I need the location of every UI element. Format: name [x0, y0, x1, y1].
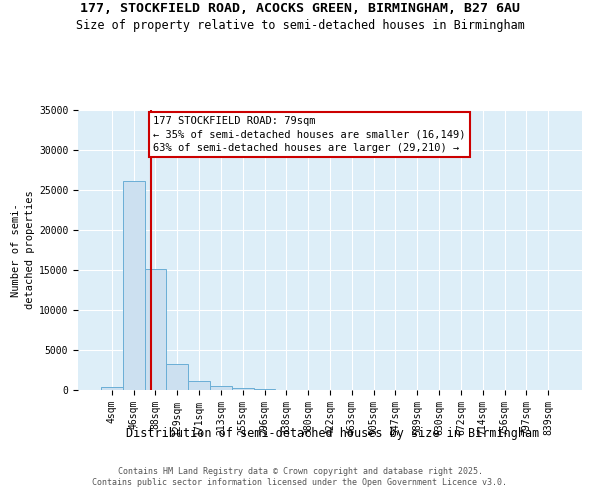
Text: 177 STOCKFIELD ROAD: 79sqm
← 35% of semi-detached houses are smaller (16,149)
63: 177 STOCKFIELD ROAD: 79sqm ← 35% of semi… [153, 116, 466, 153]
Bar [166, 364, 188, 390]
Bar [101, 387, 123, 390]
Text: Size of property relative to semi-detached houses in Birmingham: Size of property relative to semi-detach… [76, 18, 524, 32]
Text: Contains HM Land Registry data © Crown copyright and database right 2025.: Contains HM Land Registry data © Crown c… [118, 467, 482, 476]
Bar [123, 181, 145, 390]
Text: Contains public sector information licensed under the Open Government Licence v3: Contains public sector information licen… [92, 478, 508, 487]
Text: Distribution of semi-detached houses by size in Birmingham: Distribution of semi-detached houses by … [127, 428, 539, 440]
Y-axis label: Number of semi-
detached properties: Number of semi- detached properties [11, 190, 35, 310]
Bar [210, 386, 232, 390]
Bar [145, 269, 166, 390]
Bar [232, 388, 254, 390]
Text: 177, STOCKFIELD ROAD, ACOCKS GREEN, BIRMINGHAM, B27 6AU: 177, STOCKFIELD ROAD, ACOCKS GREEN, BIRM… [80, 2, 520, 16]
Bar [254, 389, 275, 390]
Bar [188, 381, 210, 390]
